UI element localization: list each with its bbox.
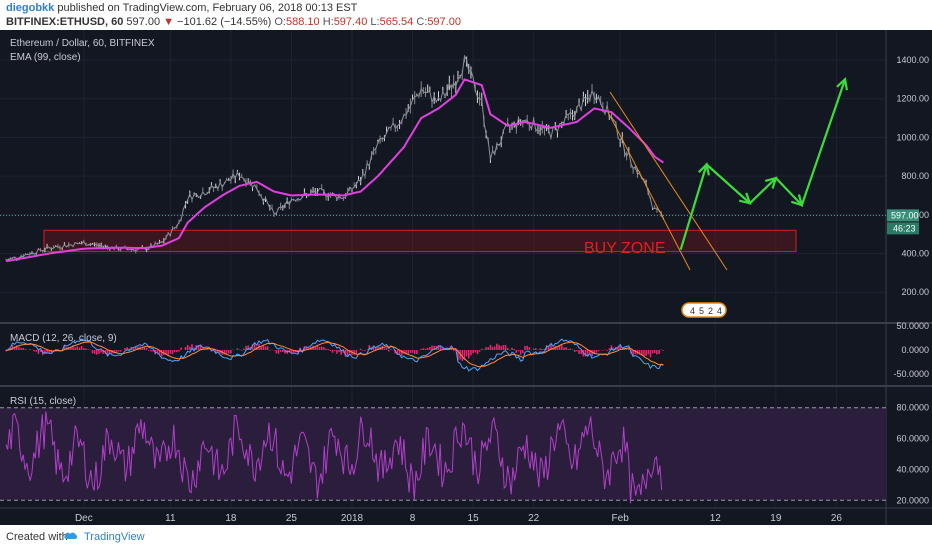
rsi-background-band: [0, 407, 886, 501]
macd-signal-line: [5, 341, 664, 368]
macd-pane-title[interactable]: MACD (12, 26, close, 9): [10, 333, 117, 344]
rsi-tick-1: 60.0000: [896, 434, 929, 444]
publish-header: diegobkk published on TradingView.com, F…: [0, 0, 932, 30]
x-tick-1: 11: [165, 513, 176, 524]
last-price-tag: 597.00 46:23: [887, 209, 919, 235]
macd-tick-0: 50.0000: [896, 321, 929, 331]
price-tick-1: 1200.00: [896, 94, 929, 104]
high-value: 597.40: [333, 16, 368, 28]
x-tick-10: 19: [770, 513, 782, 524]
close-key: C:: [416, 16, 428, 28]
buy-zone-rect[interactable]: [43, 229, 797, 253]
projection-arrowheads: [698, 77, 848, 207]
chart-canvas[interactable]: BUY ZONE 4 5 2 4 Ethereum / Dollar, 60, …: [0, 30, 932, 525]
macd-tick-2: -50.0000: [893, 369, 929, 379]
channel-lower-line[interactable]: [607, 111, 691, 271]
projection-arrow-4: [790, 194, 804, 207]
projection-arrow-1: [698, 162, 710, 176]
grid-lines: [0, 30, 886, 508]
event-count-3: 2: [708, 306, 713, 316]
price-line: [5, 54, 664, 261]
ema-line: [5, 78, 664, 263]
x-tick-8: Feb: [612, 513, 630, 524]
projection-path[interactable]: [679, 79, 847, 250]
x-tick-11: 26: [831, 513, 843, 524]
x-tick-6: 15: [468, 513, 480, 524]
close-value: 597.00: [427, 16, 461, 28]
x-tick-3: 25: [286, 513, 298, 524]
open-key: O:: [274, 16, 286, 28]
low-key: L:: [370, 16, 380, 28]
x-tick-2: 18: [225, 513, 237, 524]
x-tick-0: Dec: [75, 513, 93, 524]
projection-arrow-2: [738, 192, 752, 205]
x-tick-7: 22: [528, 513, 540, 524]
symbol-label: BITFINEX:ETHUSD, 60: [6, 16, 124, 28]
author-link[interactable]: diegobkk: [6, 2, 55, 14]
low-value: 565.54: [379, 16, 414, 28]
event-count-1: 4: [690, 306, 695, 316]
buy-zone-label: BUY ZONE: [584, 240, 666, 257]
rsi-tick-3: 20.0000: [896, 495, 929, 505]
channel-upper-line[interactable]: [609, 91, 728, 271]
event-count-4: 4: [717, 306, 722, 316]
price-change: −101.62 (−14.55%): [177, 16, 272, 28]
price-tick-3: 800.00: [901, 171, 929, 181]
projection-arrow-3: [764, 176, 778, 189]
rsi-line: [5, 411, 663, 504]
x-tick-4: 2018: [341, 513, 364, 524]
price-tick-2: 1000.00: [896, 132, 929, 142]
projection-arrow-5: [836, 77, 848, 91]
price-tick-6: 200.00: [901, 287, 929, 297]
tradingview-link[interactable]: TradingView: [84, 531, 145, 543]
last-price: 597.00: [126, 16, 161, 28]
time-axis-labels[interactable]: Dec 11 18 25 2018 8 15 22 Feb 12 19 26: [75, 513, 842, 524]
footer: Created with TradingView: [0, 525, 932, 550]
rsi-axis-labels[interactable]: 80.0000 60.0000 40.0000 20.0000: [896, 403, 929, 506]
rsi-tick-2: 40.0000: [896, 464, 929, 474]
tradingview-logo-icon: [64, 532, 78, 539]
event-count-2: 5: [699, 306, 704, 316]
macd-line: [5, 338, 664, 372]
x-tick-5: 8: [410, 513, 416, 524]
published-text: published on TradingView.com, February 0…: [57, 2, 358, 14]
created-with-text: Created with: [6, 531, 68, 543]
x-tick-9: 12: [710, 513, 722, 524]
macd-tick-1: 0.0000: [901, 345, 929, 355]
events-badge[interactable]: 4 5 2 4: [681, 302, 727, 318]
price-tick-5: 400.00: [901, 249, 929, 259]
price-axis-labels[interactable]: 1400.001200.001000.00800.00600.00400.002…: [896, 55, 929, 297]
macd-axis-labels[interactable]: 50.0000 0.0000 -50.0000: [893, 321, 929, 379]
ema-legend[interactable]: EMA (99, close): [10, 52, 81, 63]
open-value: 588.10: [285, 16, 320, 28]
rsi-tick-0: 80.0000: [896, 403, 929, 413]
price-tick-0: 1400.00: [896, 55, 929, 65]
high-key: H:: [322, 16, 334, 28]
last-price-tag-text: 597.00: [891, 210, 919, 220]
down-arrow-icon: ▼: [163, 16, 175, 28]
rsi-pane-title[interactable]: RSI (15, close): [10, 396, 76, 407]
main-pane-title: Ethereum / Dollar, 60, BITFINEX: [10, 38, 155, 49]
countdown-tag-text: 46:23: [893, 223, 916, 233]
